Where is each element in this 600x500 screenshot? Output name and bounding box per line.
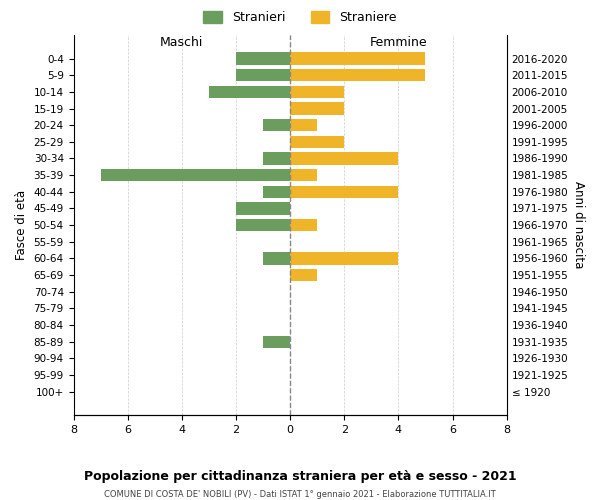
Bar — [290, 252, 398, 264]
Bar — [236, 69, 290, 82]
Bar — [263, 336, 290, 348]
Bar — [290, 169, 317, 181]
Text: Popolazione per cittadinanza straniera per età e sesso - 2021: Popolazione per cittadinanza straniera p… — [83, 470, 517, 483]
Bar — [290, 69, 425, 82]
Bar — [290, 136, 344, 148]
Bar — [263, 152, 290, 164]
Bar — [290, 152, 398, 164]
Text: Femmine: Femmine — [370, 36, 427, 49]
Text: COMUNE DI COSTA DE' NOBILI (PV) - Dati ISTAT 1° gennaio 2021 - Elaborazione TUTT: COMUNE DI COSTA DE' NOBILI (PV) - Dati I… — [104, 490, 496, 499]
Bar — [209, 86, 290, 98]
Legend: Stranieri, Straniere: Stranieri, Straniere — [198, 6, 402, 29]
Bar — [290, 102, 344, 115]
Bar — [236, 52, 290, 65]
Text: Maschi: Maschi — [160, 36, 203, 49]
Bar — [290, 269, 317, 281]
Bar — [290, 219, 317, 232]
Bar — [263, 119, 290, 132]
Bar — [263, 186, 290, 198]
Bar — [101, 169, 290, 181]
Y-axis label: Fasce di età: Fasce di età — [15, 190, 28, 260]
Bar — [290, 186, 398, 198]
Bar — [263, 252, 290, 264]
Y-axis label: Anni di nascita: Anni di nascita — [572, 182, 585, 269]
Bar — [290, 119, 317, 132]
Bar — [290, 52, 425, 65]
Bar — [290, 86, 344, 98]
Bar — [236, 202, 290, 214]
Bar — [236, 219, 290, 232]
